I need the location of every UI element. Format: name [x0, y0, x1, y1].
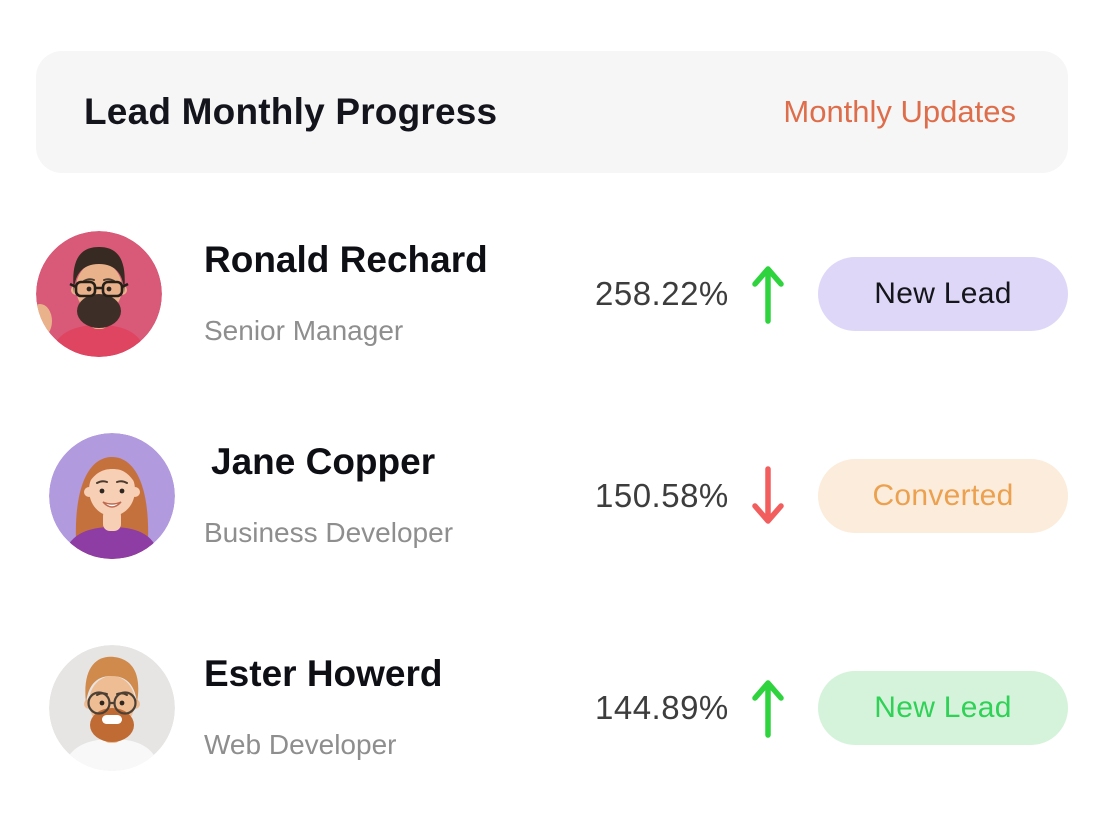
- monthly-updates-link[interactable]: Monthly Updates: [783, 94, 1016, 129]
- status-badge[interactable]: New Lead: [818, 671, 1068, 745]
- lead-role: Senior Manager: [204, 315, 404, 346]
- lead-row[interactable]: Jane Copper Business Developer 150.58% C…: [36, 433, 1068, 559]
- trend-up-icon: [748, 231, 788, 357]
- progress-percent: 258.22%: [595, 275, 729, 312]
- page-title: Lead Monthly Progress: [84, 91, 498, 132]
- status-badge[interactable]: Converted: [818, 459, 1068, 533]
- progress-percent: 144.89%: [595, 689, 729, 726]
- lead-row[interactable]: Ester Howerd Web Developer 144.89% New L…: [36, 645, 1068, 771]
- avatar: [49, 645, 175, 771]
- lead-role: Web Developer: [204, 729, 397, 760]
- status-badge[interactable]: New Lead: [818, 257, 1068, 331]
- lead-row[interactable]: Ronald Rechard Senior Manager 258.22% Ne…: [36, 231, 1068, 357]
- trend-down-icon: [748, 433, 788, 559]
- progress-percent: 150.58%: [595, 477, 729, 514]
- lead-role: Business Developer: [204, 517, 454, 548]
- avatar: [49, 433, 175, 559]
- lead-name: Ronald Rechard: [204, 239, 488, 280]
- lead-name: Ester Howerd: [204, 653, 443, 694]
- lead-name: Jane Copper: [211, 441, 436, 482]
- avatar: [36, 231, 162, 357]
- card-header: Lead Monthly Progress Monthly Updates: [36, 51, 1068, 173]
- trend-up-icon: [748, 645, 788, 771]
